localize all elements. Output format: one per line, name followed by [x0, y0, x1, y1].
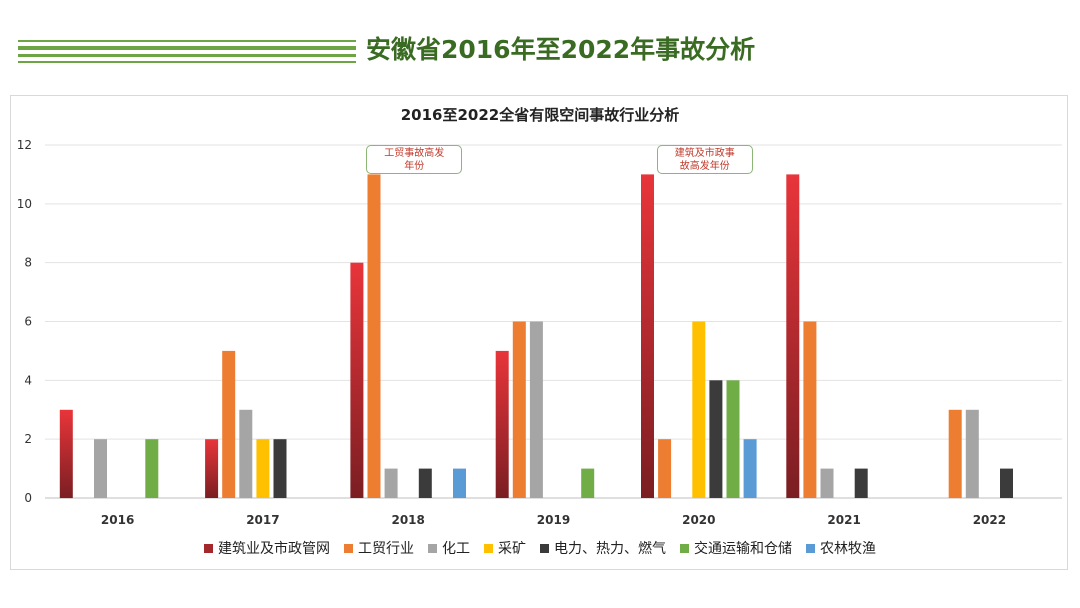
bar-2021-series-4 [854, 468, 868, 498]
bar-2020-series-5 [726, 380, 740, 498]
legend-swatch [540, 543, 549, 553]
x-tick-label: 2016 [101, 513, 134, 527]
legend-swatch [484, 543, 493, 553]
legend-label: 化工 [442, 541, 470, 557]
legend-item: 采矿 [484, 538, 526, 558]
bar-2018-series-0 [350, 262, 364, 498]
legend-label: 采矿 [498, 541, 526, 557]
bar-2019-series-5 [581, 468, 595, 498]
bar-2022-series-2 [965, 409, 979, 499]
bar-2020-series-0 [641, 174, 654, 498]
annotation-trade-peak: 工贸事故高发 年份 [366, 145, 463, 174]
bar-2022-series-1 [948, 409, 962, 499]
bar-2016-series-0 [59, 409, 73, 499]
annotation-line: 建筑及市政事 [674, 148, 735, 159]
legend-label: 建筑业及市政管网 [218, 541, 330, 557]
y-tick-label: 12 [17, 138, 32, 152]
header-decoration-lines [18, 40, 356, 66]
x-tick-label: 2017 [246, 513, 279, 527]
bar-2017-series-3 [256, 439, 270, 498]
x-tick-label: 2018 [391, 513, 424, 527]
bar-2019-series-0 [495, 350, 509, 498]
y-tick-label: 2 [24, 432, 32, 446]
legend-item: 建筑业及市政管网 [204, 538, 330, 558]
annotation-construction-peak: 建筑及市政事 故高发年份 [656, 145, 753, 174]
bar-2021-series-2 [820, 468, 834, 498]
bar-2017-series-2 [239, 409, 253, 499]
bar-2017-series-4 [273, 439, 287, 498]
bar-2018-series-1 [367, 174, 381, 498]
bar-2016-series-2 [94, 439, 107, 498]
bar-2017-series-1 [222, 350, 236, 498]
annotation-line: 年份 [404, 161, 425, 172]
y-tick-label: 10 [17, 197, 32, 211]
legend-item: 电力、热力、燃气 [540, 538, 666, 558]
chart-title: 2016至2022全省有限空间事故行业分析 [400, 106, 680, 124]
legend-label: 交通运输和仓储 [694, 541, 792, 557]
x-tick-label: 2022 [973, 513, 1006, 527]
y-tick-label: 0 [24, 491, 32, 505]
legend-item: 农林牧渔 [806, 538, 876, 558]
legend-item: 工贸行业 [344, 538, 414, 558]
x-tick-label: 2019 [537, 513, 570, 527]
legend-swatch [344, 543, 353, 553]
legend-swatch [806, 543, 815, 553]
bar-2021-series-0 [786, 174, 800, 498]
legend-label: 工贸行业 [358, 541, 414, 557]
bar-2018-series-2 [384, 468, 398, 498]
chart-legend: 建筑业及市政管网 工贸行业 化工 采矿 电力、热力、燃气 交通运输和仓储 农林牧… [0, 538, 1080, 558]
legend-label: 电力、热力、燃气 [554, 541, 666, 557]
legend-item: 交通运输和仓储 [680, 538, 792, 558]
y-tick-label: 8 [24, 256, 32, 270]
bar-2020-series-4 [709, 380, 723, 498]
annotation-line: 故高发年份 [679, 161, 730, 172]
bar-2018-series-4 [418, 468, 432, 498]
annotation-line: 工贸事故高发 [384, 148, 445, 159]
page-title: 安徽省2016年至2022年事故分析 [366, 35, 756, 64]
bar-2022-series-4 [1000, 468, 1013, 498]
bar-2021-series-1 [803, 321, 817, 498]
legend-swatch [204, 543, 213, 553]
legend-item: 化工 [428, 538, 470, 558]
x-tick-label: 2021 [827, 513, 860, 527]
y-tick-label: 4 [24, 373, 32, 387]
y-tick-label: 6 [24, 315, 32, 329]
bar-2020-series-6 [743, 439, 757, 498]
bar-2020-series-3 [692, 321, 706, 498]
bar-2019-series-2 [529, 321, 543, 498]
bar-2018-series-6 [453, 468, 466, 498]
legend-label: 农林牧渔 [820, 541, 876, 557]
legend-swatch [428, 543, 437, 553]
bar-2020-series-1 [658, 439, 672, 498]
legend-swatch [680, 543, 689, 553]
bar-2016-series-5 [145, 439, 159, 498]
bar-2017-series-0 [205, 439, 219, 498]
x-tick-label: 2020 [682, 513, 715, 527]
bar-2019-series-1 [512, 321, 526, 498]
